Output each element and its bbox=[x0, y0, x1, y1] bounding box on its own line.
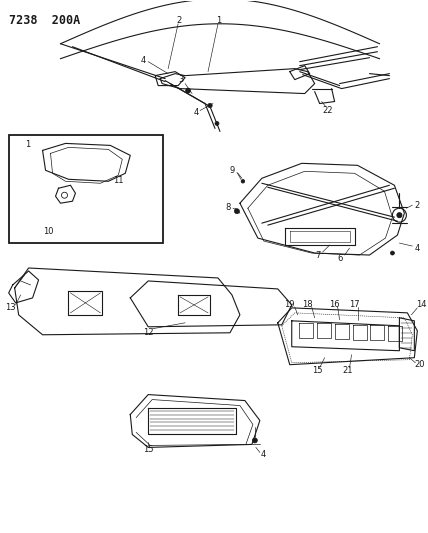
Circle shape bbox=[397, 213, 402, 217]
Circle shape bbox=[390, 251, 395, 255]
Text: 1: 1 bbox=[217, 17, 222, 25]
Text: 21: 21 bbox=[342, 366, 353, 375]
Text: 17: 17 bbox=[349, 301, 360, 309]
Text: 13: 13 bbox=[5, 303, 16, 312]
Bar bbox=[9, 135, 163, 243]
Text: 20: 20 bbox=[414, 360, 425, 369]
Circle shape bbox=[186, 88, 190, 93]
Text: 19: 19 bbox=[285, 301, 295, 309]
Text: 3: 3 bbox=[178, 75, 184, 84]
Text: 6: 6 bbox=[337, 254, 342, 263]
Text: 12: 12 bbox=[143, 328, 154, 337]
Circle shape bbox=[235, 209, 239, 214]
Text: 11: 11 bbox=[113, 176, 124, 185]
Text: 10: 10 bbox=[43, 227, 54, 236]
Text: 2: 2 bbox=[415, 201, 420, 209]
Text: 2: 2 bbox=[176, 17, 182, 25]
Circle shape bbox=[215, 122, 219, 125]
Text: 15: 15 bbox=[143, 445, 154, 454]
Circle shape bbox=[253, 438, 257, 443]
Text: 18: 18 bbox=[303, 301, 313, 309]
Text: 4: 4 bbox=[415, 244, 420, 253]
Text: 4: 4 bbox=[193, 108, 199, 117]
Text: 7238  200A: 7238 200A bbox=[9, 14, 80, 27]
Text: 8: 8 bbox=[225, 203, 231, 212]
Text: 7: 7 bbox=[315, 251, 320, 260]
Text: 22: 22 bbox=[322, 106, 333, 115]
Text: 1: 1 bbox=[25, 140, 30, 149]
Text: 14: 14 bbox=[416, 301, 427, 309]
Circle shape bbox=[208, 103, 212, 108]
Text: 16: 16 bbox=[329, 301, 340, 309]
Circle shape bbox=[241, 180, 245, 183]
Text: 4: 4 bbox=[260, 450, 265, 459]
Text: 4: 4 bbox=[141, 56, 146, 65]
Text: 15: 15 bbox=[312, 366, 323, 375]
Text: 9: 9 bbox=[229, 166, 235, 175]
